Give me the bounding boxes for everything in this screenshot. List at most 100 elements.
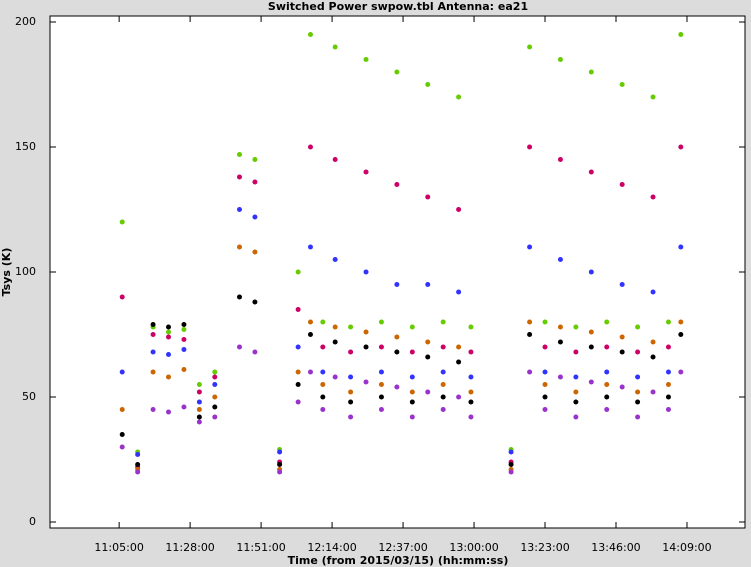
point bbox=[332, 44, 338, 50]
point bbox=[573, 414, 579, 420]
point bbox=[635, 389, 641, 395]
point bbox=[378, 369, 384, 375]
point bbox=[665, 394, 671, 400]
point bbox=[573, 374, 579, 380]
y-tick-label: 150 bbox=[15, 140, 36, 153]
point bbox=[650, 389, 656, 395]
point bbox=[604, 344, 610, 350]
point bbox=[409, 324, 415, 330]
point bbox=[588, 269, 594, 275]
point bbox=[236, 207, 242, 212]
point bbox=[332, 157, 338, 162]
point bbox=[332, 257, 338, 262]
point bbox=[468, 324, 474, 330]
point bbox=[295, 307, 301, 312]
point bbox=[363, 169, 369, 175]
point bbox=[409, 374, 415, 380]
x-tick-label: 11:51:00 bbox=[236, 541, 285, 554]
point bbox=[166, 329, 172, 335]
point bbox=[665, 319, 671, 325]
point bbox=[320, 344, 326, 350]
point bbox=[635, 349, 641, 355]
point bbox=[456, 344, 462, 350]
point bbox=[307, 369, 313, 375]
point bbox=[196, 389, 202, 395]
point bbox=[665, 344, 671, 350]
point bbox=[619, 384, 625, 390]
x-tick-label: 11:05:00 bbox=[94, 541, 143, 554]
point bbox=[635, 324, 641, 330]
point bbox=[468, 399, 474, 405]
x-tick-label: 13:00:00 bbox=[449, 541, 498, 554]
point bbox=[425, 282, 431, 287]
point bbox=[181, 404, 187, 410]
point bbox=[678, 319, 684, 325]
x-tick-label: 12:37:00 bbox=[378, 541, 427, 554]
point bbox=[307, 244, 313, 250]
point bbox=[119, 432, 125, 437]
point bbox=[573, 389, 579, 395]
point bbox=[409, 414, 415, 420]
point bbox=[166, 352, 172, 357]
point bbox=[181, 327, 187, 332]
point bbox=[348, 389, 354, 395]
point bbox=[440, 369, 446, 375]
point bbox=[557, 324, 563, 330]
point bbox=[307, 319, 313, 325]
point bbox=[527, 44, 533, 50]
point bbox=[196, 419, 202, 425]
point bbox=[363, 379, 369, 385]
point bbox=[557, 257, 563, 262]
point bbox=[527, 244, 533, 250]
point bbox=[604, 382, 610, 387]
point bbox=[332, 324, 338, 330]
x-axis-label: Time (from 2015/03/15) (hh:mm:ss) bbox=[288, 554, 509, 567]
point bbox=[348, 414, 354, 420]
point bbox=[166, 409, 172, 415]
point bbox=[635, 414, 641, 420]
point bbox=[468, 349, 474, 355]
point bbox=[135, 452, 141, 457]
point bbox=[181, 322, 187, 327]
y-tick-label: 0 bbox=[29, 515, 36, 528]
point bbox=[150, 349, 156, 355]
point bbox=[236, 174, 242, 180]
point bbox=[378, 407, 384, 412]
point bbox=[394, 349, 400, 355]
point bbox=[307, 32, 313, 37]
point bbox=[119, 369, 125, 375]
point bbox=[252, 249, 258, 255]
point bbox=[678, 369, 684, 375]
point bbox=[119, 444, 125, 450]
point bbox=[119, 219, 125, 225]
point bbox=[508, 449, 514, 455]
point bbox=[456, 94, 462, 100]
x-tick-label: 13:46:00 bbox=[591, 541, 640, 554]
x-tick-label: 12:14:00 bbox=[307, 541, 356, 554]
point bbox=[166, 374, 172, 380]
point bbox=[295, 269, 301, 275]
point bbox=[236, 244, 242, 250]
point bbox=[277, 449, 283, 455]
point bbox=[619, 182, 625, 187]
point bbox=[440, 344, 446, 350]
point bbox=[619, 282, 625, 287]
point bbox=[212, 369, 218, 375]
point bbox=[468, 374, 474, 380]
point bbox=[425, 354, 431, 360]
point bbox=[527, 144, 533, 150]
point bbox=[348, 324, 354, 330]
point bbox=[527, 319, 533, 325]
point bbox=[295, 399, 301, 405]
point bbox=[557, 57, 563, 62]
point bbox=[573, 349, 579, 355]
point bbox=[557, 374, 563, 380]
point bbox=[508, 469, 514, 475]
point bbox=[378, 344, 384, 350]
point bbox=[588, 169, 594, 175]
point bbox=[135, 469, 141, 475]
point bbox=[363, 269, 369, 275]
point bbox=[527, 332, 533, 337]
